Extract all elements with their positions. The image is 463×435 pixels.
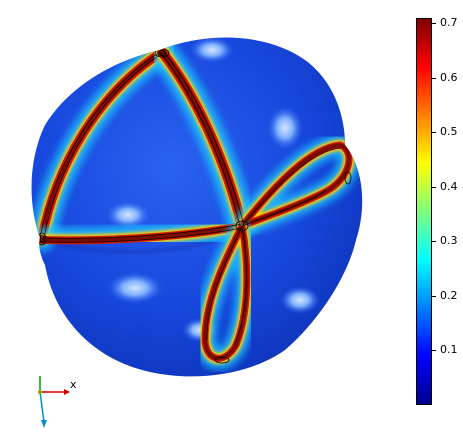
colorbar [416, 18, 432, 405]
highlight-spot [267, 106, 303, 150]
colorbar-tick-label: 0.7 [440, 16, 458, 30]
x-axis-label: x [70, 378, 77, 391]
colorbar-tick-label: 0.5 [440, 125, 458, 139]
colorbar-tick-mark [432, 132, 436, 134]
triad-origin [38, 390, 42, 394]
band-equator [31, 213, 255, 254]
colorbar-tick-mark [432, 77, 436, 79]
colorbar-tick-label: 0.2 [440, 288, 458, 302]
contour-lines [39, 51, 342, 346]
highlight-spot [190, 37, 234, 63]
graphics-viewport[interactable] [0, 0, 410, 431]
highlight-spot [106, 201, 150, 229]
colorbar-tick-label: 0.1 [440, 343, 458, 357]
axes-triad: x [28, 374, 88, 431]
colorbar-tick-mark [432, 241, 436, 243]
surface-plot [31, 37, 363, 377]
colorbar-tick-label: 0.4 [440, 179, 458, 193]
highlight-spot [280, 286, 320, 314]
band-arc-top [148, 38, 256, 240]
colorbar-tick-label: 0.6 [440, 70, 458, 84]
band-arc-left [31, 39, 175, 251]
colorbar-tick-mark [432, 23, 436, 25]
colorbar-tick-mark [432, 186, 436, 188]
colorbar-tick-mark [432, 295, 436, 297]
highlight-spot [107, 272, 163, 304]
colorbar-tick-label: 0.3 [440, 234, 458, 248]
z-axis-arrow-icon [41, 420, 47, 428]
x-axis-arrow-icon [64, 389, 70, 395]
z-axis-line [39, 391, 45, 423]
colorbar-tick-mark [432, 350, 436, 352]
